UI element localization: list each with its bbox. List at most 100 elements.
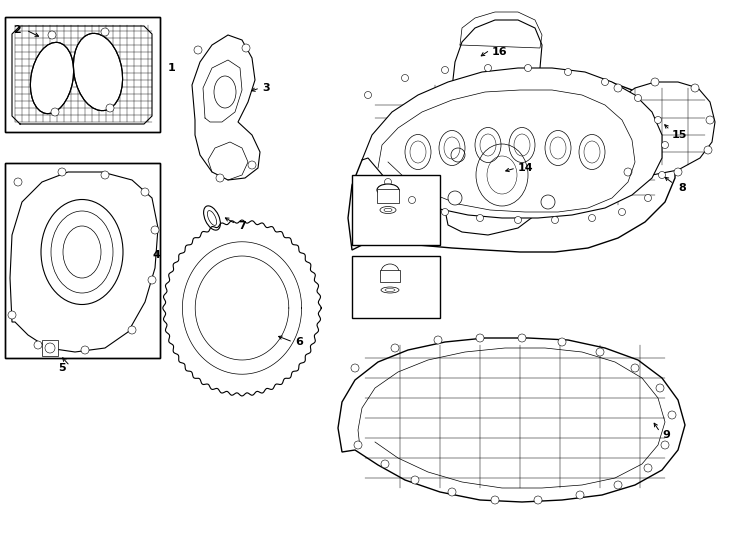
Bar — [352, 256, 440, 318]
Circle shape — [655, 117, 661, 124]
Circle shape — [491, 496, 499, 504]
Circle shape — [674, 168, 682, 176]
Text: 9: 9 — [662, 430, 670, 440]
Circle shape — [365, 91, 371, 98]
Circle shape — [34, 341, 42, 349]
Text: 10: 10 — [358, 177, 372, 187]
Circle shape — [409, 197, 415, 204]
Circle shape — [242, 44, 250, 52]
Circle shape — [661, 141, 669, 149]
Text: 2: 2 — [13, 25, 21, 35]
Circle shape — [194, 46, 202, 54]
Polygon shape — [348, 75, 675, 252]
Circle shape — [128, 326, 136, 334]
Circle shape — [656, 384, 664, 392]
Text: 12: 12 — [358, 257, 372, 267]
Text: 14: 14 — [518, 163, 534, 173]
Circle shape — [601, 78, 608, 85]
Circle shape — [106, 104, 114, 112]
Circle shape — [14, 178, 22, 186]
Bar — [377, 189, 399, 203]
Text: 7: 7 — [238, 221, 246, 231]
Text: 8: 8 — [678, 183, 686, 193]
Text: 1: 1 — [168, 63, 175, 73]
Text: 16: 16 — [492, 47, 508, 57]
Polygon shape — [338, 338, 685, 502]
Circle shape — [619, 208, 625, 215]
Circle shape — [434, 336, 442, 344]
Circle shape — [391, 344, 399, 352]
Circle shape — [81, 346, 89, 354]
Polygon shape — [442, 120, 562, 235]
Polygon shape — [163, 220, 321, 396]
Circle shape — [101, 28, 109, 36]
Circle shape — [644, 464, 652, 472]
Circle shape — [691, 84, 699, 92]
Ellipse shape — [381, 264, 399, 280]
Circle shape — [651, 78, 659, 86]
Circle shape — [58, 168, 66, 176]
Circle shape — [385, 179, 391, 186]
Circle shape — [441, 208, 448, 215]
Circle shape — [518, 334, 526, 342]
Circle shape — [151, 226, 159, 234]
Polygon shape — [10, 172, 158, 352]
Circle shape — [45, 343, 55, 353]
Polygon shape — [362, 68, 662, 218]
Circle shape — [451, 148, 465, 162]
Circle shape — [448, 488, 456, 496]
Circle shape — [706, 116, 714, 124]
Circle shape — [558, 338, 566, 346]
Circle shape — [541, 195, 555, 209]
Circle shape — [589, 214, 595, 221]
Text: 4: 4 — [152, 250, 160, 260]
Bar — [352, 175, 440, 245]
Text: 3: 3 — [262, 83, 269, 93]
Circle shape — [476, 214, 484, 221]
Circle shape — [381, 460, 389, 468]
Bar — [380, 270, 400, 282]
Text: 5: 5 — [58, 363, 65, 373]
Text: 15: 15 — [672, 130, 687, 140]
Ellipse shape — [380, 206, 396, 213]
Circle shape — [216, 174, 224, 182]
Circle shape — [644, 194, 652, 201]
Circle shape — [476, 334, 484, 342]
Circle shape — [8, 311, 16, 319]
Bar — [5, 17, 160, 132]
Circle shape — [401, 75, 409, 82]
Circle shape — [564, 69, 572, 76]
Circle shape — [576, 491, 584, 499]
Text: 13: 13 — [358, 297, 372, 307]
Circle shape — [51, 108, 59, 116]
Circle shape — [534, 496, 542, 504]
Circle shape — [631, 364, 639, 372]
Bar — [42, 340, 58, 356]
Circle shape — [48, 31, 56, 39]
Circle shape — [658, 172, 666, 179]
Text: 11: 11 — [358, 225, 372, 235]
Circle shape — [351, 364, 359, 372]
Circle shape — [148, 276, 156, 284]
Circle shape — [101, 171, 109, 179]
Circle shape — [614, 84, 622, 92]
Circle shape — [704, 146, 712, 154]
Polygon shape — [605, 82, 715, 175]
Ellipse shape — [73, 33, 123, 111]
Circle shape — [411, 476, 419, 484]
Circle shape — [484, 64, 492, 71]
Circle shape — [441, 66, 448, 73]
Bar — [5, 17, 160, 132]
Bar — [5, 163, 160, 358]
Circle shape — [141, 188, 149, 196]
Ellipse shape — [30, 42, 73, 113]
Ellipse shape — [377, 184, 399, 196]
Bar — [5, 163, 160, 358]
Circle shape — [354, 441, 362, 449]
Circle shape — [661, 441, 669, 449]
Text: 6: 6 — [295, 337, 303, 347]
Circle shape — [668, 411, 676, 419]
Ellipse shape — [41, 199, 123, 305]
Ellipse shape — [381, 287, 399, 293]
Circle shape — [614, 481, 622, 489]
